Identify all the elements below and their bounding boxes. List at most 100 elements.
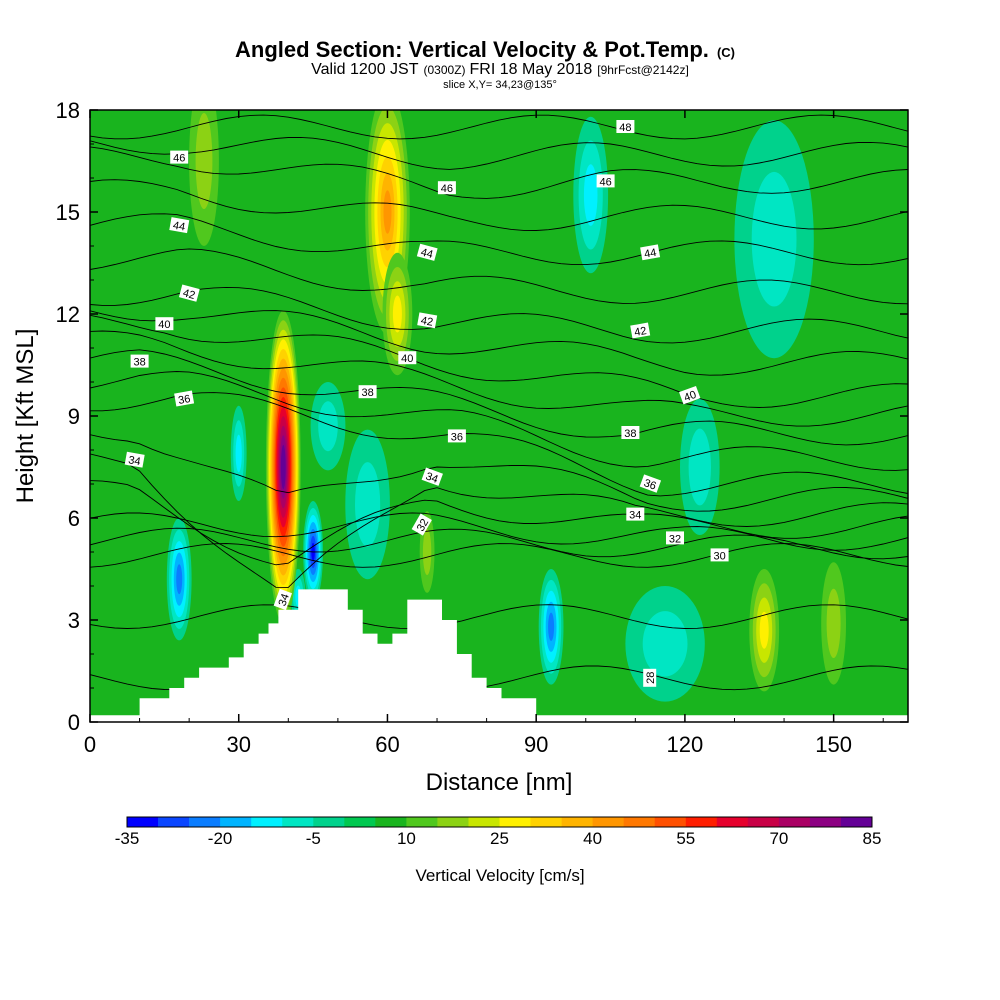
theta-label-box (169, 217, 190, 234)
theta-isoline (90, 604, 908, 629)
plot-area: 28 30 32 32 34 34 34 34 36 36 36 38 38 38 40 40 40 42 42 42… (90, 110, 908, 722)
colorbar-swatch (375, 817, 407, 827)
theta-label-text: 44 (172, 220, 186, 234)
terrain (90, 589, 908, 722)
theta-label-text: 38 (624, 428, 636, 440)
theta-label: 44 (416, 243, 438, 261)
velocity-contour-fill (392, 295, 402, 333)
theta-label-box (178, 284, 200, 302)
theta-label: 34 (273, 588, 293, 611)
chart-slice-info: slice X,Y= 34,23@135° (443, 79, 557, 91)
theta-label-text: 44 (643, 247, 657, 261)
theta-label-text: 36 (642, 477, 658, 492)
theta-label-box (621, 426, 640, 439)
theta-label-text: 46 (599, 176, 611, 188)
theta-label: 40 (155, 317, 174, 331)
updraft-cell (189, 110, 219, 246)
updraft-cell (382, 252, 413, 376)
theta-label: 34 (124, 451, 145, 468)
theta-label-box (447, 429, 466, 443)
colorbar-tick-label: 55 (676, 829, 695, 848)
theta-label-text: 38 (133, 357, 145, 369)
theta-label-text: 34 (629, 510, 641, 522)
theta-label: 42 (630, 322, 651, 339)
theta-isoline (90, 371, 908, 471)
y-tick-label: 0 (68, 710, 80, 735)
colorbar-swatch (406, 817, 438, 827)
theta-label-text: 40 (158, 319, 170, 331)
theta-label: 40 (679, 385, 701, 405)
theta-isoline (90, 512, 908, 551)
x-tick-label: 90 (524, 732, 548, 757)
colorbar-tick-label: -20 (208, 829, 233, 848)
theta-contours (90, 114, 908, 691)
theta-isoline (90, 453, 908, 588)
chart-valid-time: Valid 1200 JST (0300Z) FRI 18 May 2018 [9hr… (311, 61, 689, 78)
colorbar-tick-label: 40 (583, 829, 602, 848)
velocity-contour-fill (548, 612, 555, 641)
theta-label-box (630, 322, 651, 339)
theta-isoline (90, 286, 908, 344)
x-axis-ticks: 0 30 60 90 120 150 (84, 110, 884, 757)
updraft-cell (749, 569, 780, 692)
x-axis-label: Distance [nm] (426, 769, 573, 796)
theta-label-box (398, 351, 417, 365)
colorbar-swatch (468, 817, 500, 827)
theta-label-text: 34 (127, 454, 141, 468)
theta-label-box (124, 451, 145, 468)
velocity-contour-fill (826, 588, 841, 659)
theta-isoline (90, 179, 908, 231)
colorbar-swatch (344, 817, 376, 827)
theta-label: 42 (417, 312, 438, 329)
theta-label-text: 28 (645, 672, 657, 684)
colorbar-swatch (127, 817, 159, 827)
theta-label-box (155, 317, 174, 331)
colorbar-swatch (313, 817, 345, 827)
velocity-contour-fill (281, 454, 285, 480)
contour-labels: 28 30 32 32 34 34 34 34 36 36 36 38 38 38 40 40 40 42 42 42… (124, 120, 729, 687)
velocity-contour-fill (642, 611, 688, 677)
theta-label: 32 (666, 531, 684, 545)
colorbar: -35 -20 -5 10 25 40 55 70 85 (115, 816, 882, 848)
theta-label-text: 44 (419, 246, 434, 261)
theta-label: 32 (411, 513, 432, 536)
colorbar-tick-label: -5 (306, 829, 321, 848)
theta-label-box (710, 548, 729, 562)
theta-isoline (90, 480, 908, 566)
theta-label-text: 40 (401, 353, 413, 365)
x-tick-label: 60 (375, 732, 399, 757)
theta-label: 36 (447, 429, 466, 443)
y-tick-label: 9 (68, 404, 80, 429)
theta-label-box (417, 312, 438, 329)
colorbar-swatch (251, 817, 283, 827)
downdraft-cell (310, 382, 346, 471)
colorbar-tick-label: 85 (863, 829, 882, 848)
downdraft-cell (538, 569, 564, 685)
colorbar-swatch (685, 817, 718, 827)
theta-label-box (666, 531, 684, 545)
velocity-contour-fill (422, 528, 432, 576)
colorbar-title: Vertical Velocity [cm/s] (415, 866, 584, 885)
x-tick-label: 120 (667, 732, 704, 757)
theta-label: 38 (621, 426, 640, 440)
theta-label-box (416, 243, 438, 261)
theta-label-box (643, 668, 657, 687)
colorbar-swatch (499, 817, 531, 827)
theta-isoline (90, 527, 908, 560)
theta-label: 48 (616, 120, 635, 134)
theta-label-text: 38 (361, 387, 373, 399)
y-tick-label: 15 (56, 200, 80, 225)
theta-isoline (90, 314, 908, 408)
theta-label: 30 (710, 548, 729, 562)
velocity-contour-fill (176, 564, 183, 595)
theta-label-text: 46 (173, 153, 185, 165)
theta-label: 38 (130, 354, 149, 369)
colorbar-tick-label: 10 (397, 829, 416, 848)
velocity-contour-fill (583, 164, 598, 226)
theta-isoline (90, 114, 908, 140)
x-tick-label: 30 (226, 732, 250, 757)
colorbar-swatch (158, 817, 190, 827)
downdraft-cell (680, 399, 720, 535)
